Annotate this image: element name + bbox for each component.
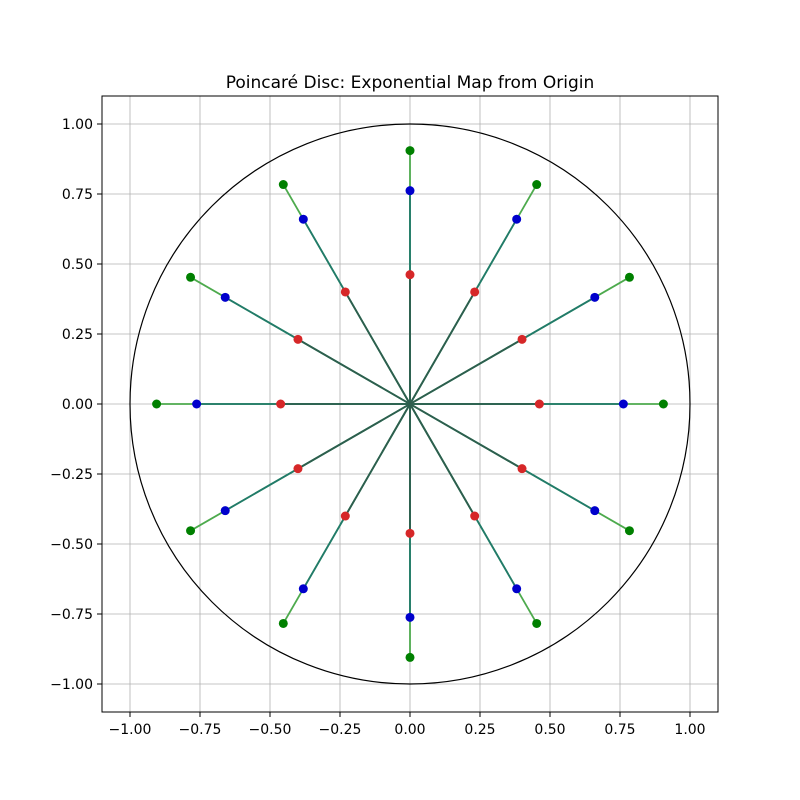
y-tick-label: 0.00: [62, 397, 93, 413]
x-tick-label: −1.00: [109, 722, 152, 738]
data-point: [340, 511, 350, 521]
data-point: [512, 214, 522, 224]
data-point: [293, 334, 303, 344]
data-point: [220, 292, 230, 302]
data-points: [152, 146, 668, 662]
data-point: [152, 399, 162, 409]
data-point: [532, 618, 542, 628]
x-tick-label: −0.25: [319, 722, 362, 738]
y-ticks: 1.00 0.75 0.50 0.25 0.00 −0.25 −0.50 −0.75 −1.00: [50, 117, 102, 693]
data-point: [590, 292, 600, 302]
chart-title: Poincaré Disc: Exponential Map from Orig…: [226, 73, 595, 93]
data-point: [278, 618, 288, 628]
geodesic-ray: [409, 403, 523, 470]
data-point: [590, 506, 600, 516]
data-point: [517, 464, 527, 474]
data-point: [517, 334, 527, 344]
geodesic-lines: [156, 150, 664, 658]
y-tick-label: 1.00: [62, 117, 93, 133]
x-tick-label: 0.00: [394, 722, 425, 738]
data-point: [534, 399, 544, 409]
x-tick-label: 0.25: [464, 722, 495, 738]
data-point: [512, 584, 522, 594]
boundary-circle: [129, 123, 691, 685]
data-point: [624, 272, 634, 282]
boundary-circle-layer: [129, 123, 691, 685]
data-point: [624, 526, 634, 536]
data-point: [293, 464, 303, 474]
y-tick-label: −0.75: [50, 607, 93, 623]
data-point: [276, 399, 286, 409]
data-point: [340, 287, 350, 297]
data-point: [470, 511, 480, 521]
geodesic-ray: [344, 291, 411, 405]
data-point: [405, 612, 415, 622]
x-tick-label: 0.50: [534, 722, 565, 738]
y-tick-label: −0.25: [50, 467, 93, 483]
data-point: [405, 186, 415, 196]
data-point: [405, 270, 415, 280]
y-tick-label: 0.50: [62, 257, 93, 273]
x-ticks: −1.00 −0.75 −0.50 −0.25 0.00 0.25 0.50 0.75 1.00: [109, 712, 706, 738]
data-point: [192, 399, 202, 409]
y-tick-label: 0.75: [62, 187, 93, 203]
y-tick-label: 0.25: [62, 327, 93, 343]
y-tick-label: −0.50: [50, 537, 93, 553]
data-point: [186, 272, 196, 282]
x-tick-label: 1.00: [674, 722, 705, 738]
data-point: [405, 652, 415, 662]
geodesic-ray: [409, 291, 476, 405]
geodesic-ray: [297, 403, 411, 470]
data-point: [405, 146, 415, 156]
data-point: [405, 528, 415, 538]
x-tick-label: −0.75: [179, 722, 222, 738]
data-point: [532, 180, 542, 190]
y-tick-label: −1.00: [50, 677, 93, 693]
data-point: [186, 526, 196, 536]
data-point: [470, 287, 480, 297]
x-tick-label: 0.75: [604, 722, 635, 738]
data-point: [618, 399, 628, 409]
geodesic-ray: [409, 403, 476, 517]
geodesic-ray: [409, 338, 523, 405]
geodesic-ray: [344, 403, 411, 517]
data-point: [658, 399, 668, 409]
x-tick-label: −0.50: [249, 722, 292, 738]
data-point: [278, 180, 288, 190]
data-point: [220, 506, 230, 516]
data-point: [298, 584, 308, 594]
data-point: [298, 214, 308, 224]
geodesic-ray: [297, 338, 411, 405]
